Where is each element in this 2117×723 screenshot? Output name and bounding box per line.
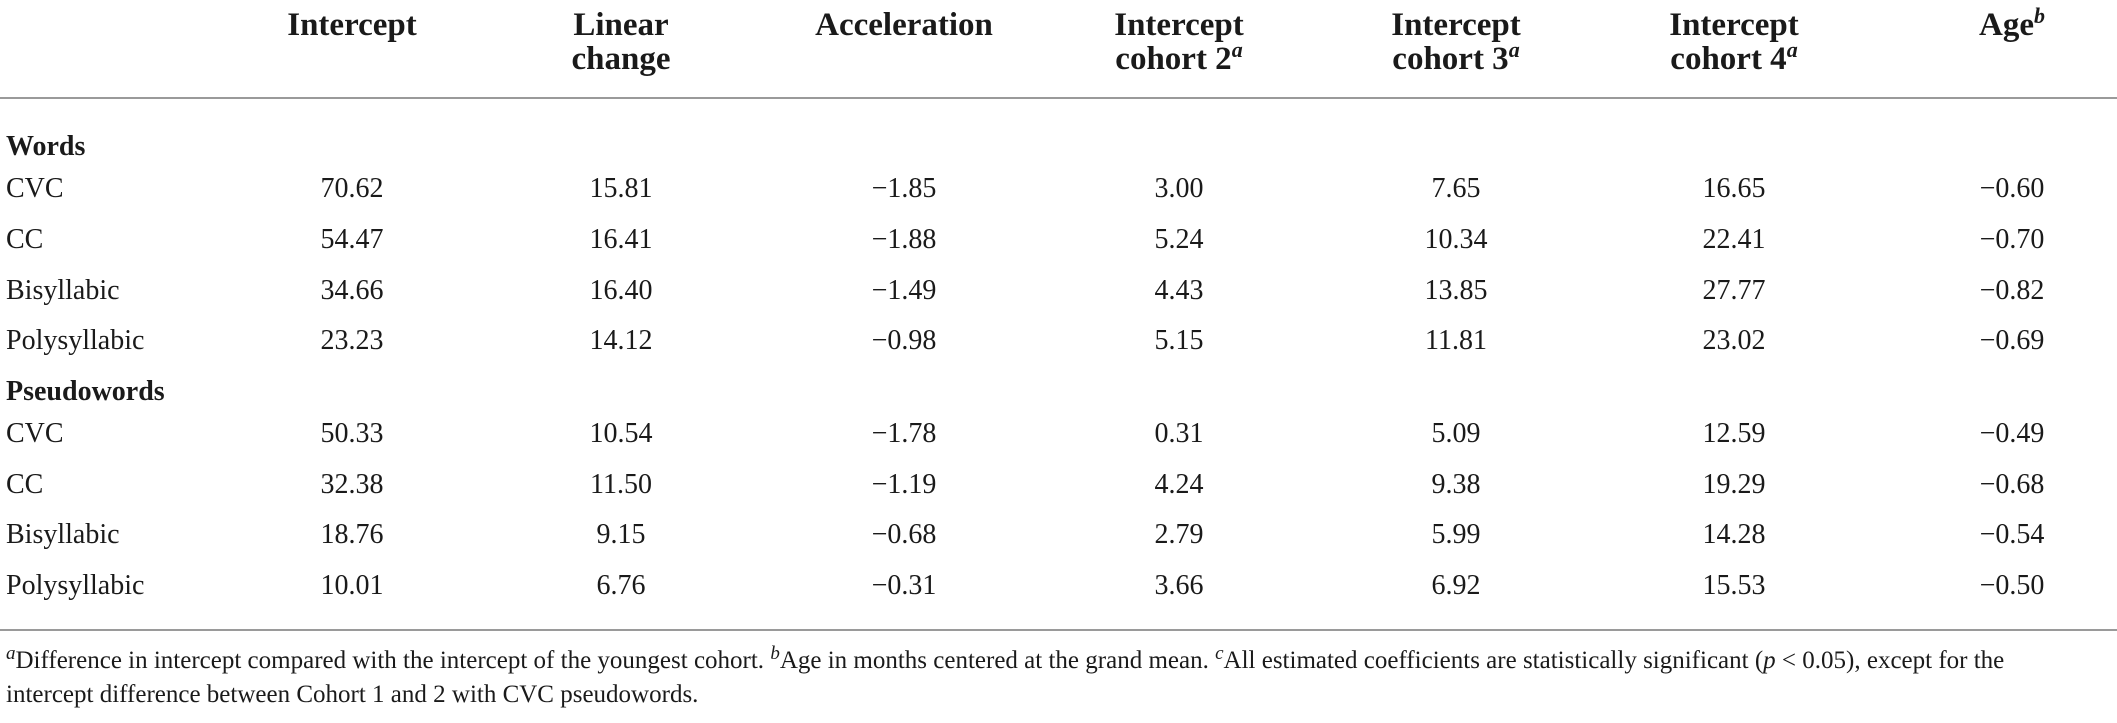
column-header-footnote-marker: a xyxy=(1508,37,1520,62)
column-header-footnote-marker: b xyxy=(2033,3,2045,28)
table-cell: 16.40 xyxy=(589,275,653,306)
footnote-b-text: Age in months centered at the grand mean… xyxy=(779,647,1216,674)
table-cell: 2.79 xyxy=(1154,519,1204,550)
column-header: Intercept cohort 2a xyxy=(1114,8,1244,76)
footnote-b-marker: b xyxy=(770,643,780,664)
row-label: Bisyllabic xyxy=(6,275,120,306)
footnote-a-text: Difference in intercept compared with th… xyxy=(15,647,771,674)
table-cell: −0.69 xyxy=(1979,325,2045,356)
table-cell: −0.60 xyxy=(1979,173,2045,204)
column-header-line1: Age xyxy=(1979,7,2034,43)
column-header-line1: Linear xyxy=(573,7,669,43)
column-header: Intercept cohort 4a xyxy=(1669,8,1799,76)
table-cell: −0.68 xyxy=(871,519,937,550)
table-cell: 4.43 xyxy=(1154,275,1204,306)
table-cell: 6.92 xyxy=(1431,570,1481,601)
row-label: CC xyxy=(6,224,44,255)
table-cell: −0.50 xyxy=(1979,570,2045,601)
table-cell: 19.29 xyxy=(1702,469,1766,500)
table-cell: 23.23 xyxy=(320,325,384,356)
table-cell: 6.76 xyxy=(596,570,646,601)
table-cell: −0.31 xyxy=(871,570,937,601)
row-label: Polysyllabic xyxy=(6,325,145,356)
table-cell: 4.24 xyxy=(1154,469,1204,500)
column-header-line2: cohort 2 xyxy=(1115,41,1232,77)
table-cell: −1.19 xyxy=(871,469,937,500)
column-header-line2: change xyxy=(571,41,671,77)
table-cell: −1.88 xyxy=(871,224,937,255)
section-title: Words xyxy=(6,131,86,162)
table-cell: 54.47 xyxy=(320,224,384,255)
table-cell: 0.31 xyxy=(1154,418,1204,449)
table-cell: 14.12 xyxy=(589,325,653,356)
table-cell: 34.66 xyxy=(320,275,384,306)
row-label: CC xyxy=(6,469,44,500)
column-header: Linear change xyxy=(572,8,671,76)
column-header: Intercept cohort 3a xyxy=(1391,8,1521,76)
table-cell: −0.49 xyxy=(1979,418,2045,449)
table-cell: −0.54 xyxy=(1979,519,2045,550)
table-cell: 5.99 xyxy=(1431,519,1481,550)
column-header-line1: Acceleration xyxy=(815,7,993,43)
table-cell: 7.65 xyxy=(1431,173,1481,204)
table-cell: 16.41 xyxy=(589,224,653,255)
table-cell: 5.09 xyxy=(1431,418,1481,449)
table-cell: −0.70 xyxy=(1979,224,2045,255)
table-cell: 18.76 xyxy=(320,519,384,550)
section-title: Pseudowords xyxy=(6,376,165,407)
table-cell: 15.53 xyxy=(1702,570,1766,601)
table-cell: 3.66 xyxy=(1154,570,1204,601)
table-bottom-rule xyxy=(0,629,2117,631)
table-cell: 32.38 xyxy=(320,469,384,500)
table-cell: 70.62 xyxy=(320,173,384,204)
row-label: CVC xyxy=(6,173,64,204)
table-cell: 13.85 xyxy=(1424,275,1488,306)
column-header-line1: Intercept xyxy=(287,7,417,43)
table-cell: 11.81 xyxy=(1425,325,1487,356)
footnote-p-symbol: p xyxy=(1763,647,1776,674)
footnote-a-marker: a xyxy=(6,643,16,664)
table-cell: 3.00 xyxy=(1154,173,1204,204)
table-cell: −0.98 xyxy=(871,325,937,356)
row-label: Polysyllabic xyxy=(6,570,145,601)
table-cell: 9.15 xyxy=(596,519,646,550)
table-cell: −0.68 xyxy=(1979,469,2045,500)
table-footnote: aDifference in intercept compared with t… xyxy=(6,644,2096,712)
column-header-line1: Intercept xyxy=(1114,7,1244,43)
table-cell: −0.82 xyxy=(1979,275,2045,306)
column-header: Acceleration xyxy=(815,8,993,42)
row-label: CVC xyxy=(6,418,64,449)
column-header-line2: cohort 3 xyxy=(1392,41,1509,77)
column-header-footnote-marker: a xyxy=(1231,37,1243,62)
table-cell: 23.02 xyxy=(1702,325,1766,356)
table-cell: 15.81 xyxy=(589,173,653,204)
table-cell: −1.85 xyxy=(871,173,937,204)
footnote-c-marker: c xyxy=(1215,643,1224,664)
table-cell: 22.41 xyxy=(1702,224,1766,255)
column-header-line1: Intercept xyxy=(1391,7,1521,43)
table-cell: 5.15 xyxy=(1154,325,1204,356)
row-label: Bisyllabic xyxy=(6,519,120,550)
table-cell: 10.54 xyxy=(589,418,653,449)
table-cell: 10.34 xyxy=(1424,224,1488,255)
table-cell: −1.49 xyxy=(871,275,937,306)
column-header: Ageb xyxy=(1979,5,2045,43)
table-cell: 12.59 xyxy=(1702,418,1766,449)
footnote-c-text: All estimated coefficients are statistic… xyxy=(1223,647,1764,674)
column-header-footnote-marker: a xyxy=(1786,37,1798,62)
table-cell: 27.77 xyxy=(1702,275,1766,306)
table-cell: 9.38 xyxy=(1431,469,1481,500)
table-cell: 14.28 xyxy=(1702,519,1766,550)
header-rule xyxy=(0,97,2117,99)
table-cell: 16.65 xyxy=(1702,173,1766,204)
column-header: Intercept xyxy=(287,8,417,42)
table-cell: 11.50 xyxy=(590,469,652,500)
footnote-c-text-end: < 0.05), except for the intercept differ… xyxy=(6,647,2005,708)
table-cell: 10.01 xyxy=(320,570,384,601)
table-cell: 50.33 xyxy=(320,418,384,449)
table-cell: −1.78 xyxy=(871,418,937,449)
column-header-line1: Intercept xyxy=(1669,7,1799,43)
column-header-line2: cohort 4 xyxy=(1670,41,1787,77)
table-cell: 5.24 xyxy=(1154,224,1204,255)
